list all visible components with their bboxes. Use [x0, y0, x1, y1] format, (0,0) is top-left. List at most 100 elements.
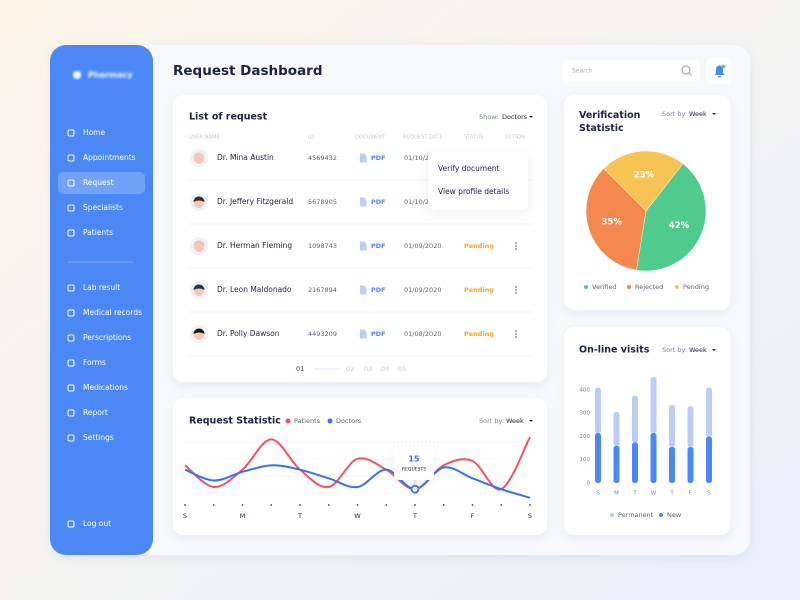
page-number[interactable]: 02	[346, 365, 354, 373]
chart-title: Request Statistic	[189, 416, 281, 427]
avatar-hair	[193, 152, 205, 158]
page-number[interactable]: 05	[398, 365, 406, 373]
bar-segment	[706, 387, 712, 437]
pdf-icon	[360, 197, 367, 207]
x-tick-label: F	[471, 512, 475, 520]
legend-label: Pending	[683, 283, 709, 291]
x-tick-label: S	[596, 491, 600, 497]
chart-title: Verification Statistic	[579, 110, 641, 134]
bar-segment	[650, 377, 657, 433]
menu-item[interactable]: Appointments	[83, 153, 136, 162]
x-tick-label: T	[297, 512, 302, 520]
filter-value[interactable]: Doctors	[502, 113, 528, 121]
context-menu-item[interactable]: Verify document	[438, 164, 500, 173]
x-tick	[471, 504, 474, 506]
document-link[interactable]: PDF	[371, 198, 386, 206]
menu-item[interactable]: Specialists	[83, 203, 123, 212]
x-tick-label: F	[689, 491, 692, 497]
request-date: 01/09/2020	[404, 242, 441, 250]
legend-label: Patients	[294, 417, 321, 425]
menu-icon	[67, 179, 75, 187]
page-number[interactable]: 04	[381, 365, 389, 373]
x-tick	[241, 504, 244, 506]
menu-icon	[67, 229, 75, 237]
menu-item[interactable]: Log out	[83, 519, 111, 528]
y-tick-label: 400	[580, 387, 591, 393]
avatar-hair	[193, 240, 205, 246]
menu-icon	[67, 359, 75, 367]
column-header: USER NAME	[189, 135, 220, 141]
brand-logo	[73, 71, 81, 79]
menu-item[interactable]: Medications	[83, 383, 128, 392]
caret	[712, 113, 716, 115]
page-number[interactable]: 01	[296, 365, 304, 373]
legend-dot	[584, 285, 588, 289]
document-link[interactable]: PDF	[371, 154, 386, 162]
action-dot	[515, 245, 517, 247]
menu-item[interactable]: Forms	[83, 358, 106, 367]
x-tick-label: S	[183, 512, 187, 520]
bar-segment	[632, 395, 638, 443]
document-link[interactable]: PDF	[371, 242, 386, 250]
bar-segment	[632, 442, 638, 483]
legend-label: Doctors	[336, 417, 362, 425]
menu-item[interactable]: Medical records	[83, 308, 142, 317]
bar-segment	[687, 406, 694, 447]
menu-item[interactable]: Settings	[83, 433, 114, 442]
action-dot	[515, 333, 517, 335]
bar-segment	[706, 436, 712, 483]
action-dot	[515, 336, 517, 338]
pie-slice	[603, 150, 684, 212]
sort-value[interactable]: Week	[689, 110, 707, 118]
legend-dot	[610, 513, 614, 517]
request-date: 01/10/2020	[404, 154, 441, 162]
x-tick	[356, 504, 359, 506]
slice-label: 23%	[634, 171, 655, 181]
context-menu-item[interactable]: View profile details	[438, 187, 509, 196]
legend-label: New	[667, 511, 682, 519]
request-date: 01/09/2020	[404, 286, 441, 294]
legend-label: Permanent	[618, 511, 654, 519]
doctor-name: Dr. Herman Fleming	[217, 241, 292, 250]
bell-dot	[721, 64, 726, 69]
context-menu	[428, 152, 528, 210]
legend-dot	[285, 418, 291, 424]
doctor-name: Dr. Jeffery Fitzgerald	[217, 197, 293, 206]
sort-value[interactable]: Week	[689, 346, 707, 354]
x-tick	[442, 504, 445, 506]
menu-icon	[67, 309, 75, 317]
x-tick-label: S	[707, 491, 711, 497]
document-link[interactable]: PDF	[371, 330, 386, 338]
x-tick	[385, 504, 388, 506]
menu-item[interactable]: Patients	[83, 228, 113, 237]
menu-item[interactable]: Perscriptions	[83, 333, 131, 342]
column-header: REQUEST DATE	[403, 135, 443, 141]
action-dot	[515, 289, 517, 291]
bar-segment	[595, 432, 601, 483]
search-box[interactable]	[563, 60, 700, 82]
page-number[interactable]: 03	[364, 365, 372, 373]
series-line	[184, 436, 531, 491]
x-tick	[184, 504, 186, 506]
avatar-hair	[193, 196, 205, 202]
document-link[interactable]: PDF	[371, 286, 386, 294]
menu-item[interactable]: Home	[83, 128, 106, 137]
avatar-hair	[193, 284, 205, 290]
x-tick-label: M	[614, 491, 619, 497]
menu-item[interactable]: Report	[83, 408, 108, 417]
bar-segment	[687, 446, 694, 483]
column-header: STATUS	[464, 135, 483, 141]
legend-dot	[659, 513, 663, 517]
menu-icon	[67, 154, 75, 162]
menu-item[interactable]: Lab result	[83, 283, 120, 292]
search-icon	[681, 65, 691, 75]
tooltip	[394, 447, 434, 480]
menu-item[interactable]: Request	[83, 178, 114, 187]
status: Pending	[464, 286, 494, 294]
tooltip-label: REQUESTS	[402, 467, 426, 473]
doctor-id: 4493209	[308, 330, 337, 338]
status: Pending	[464, 242, 494, 250]
caret	[529, 116, 533, 118]
sort-value[interactable]: Week	[506, 417, 524, 425]
